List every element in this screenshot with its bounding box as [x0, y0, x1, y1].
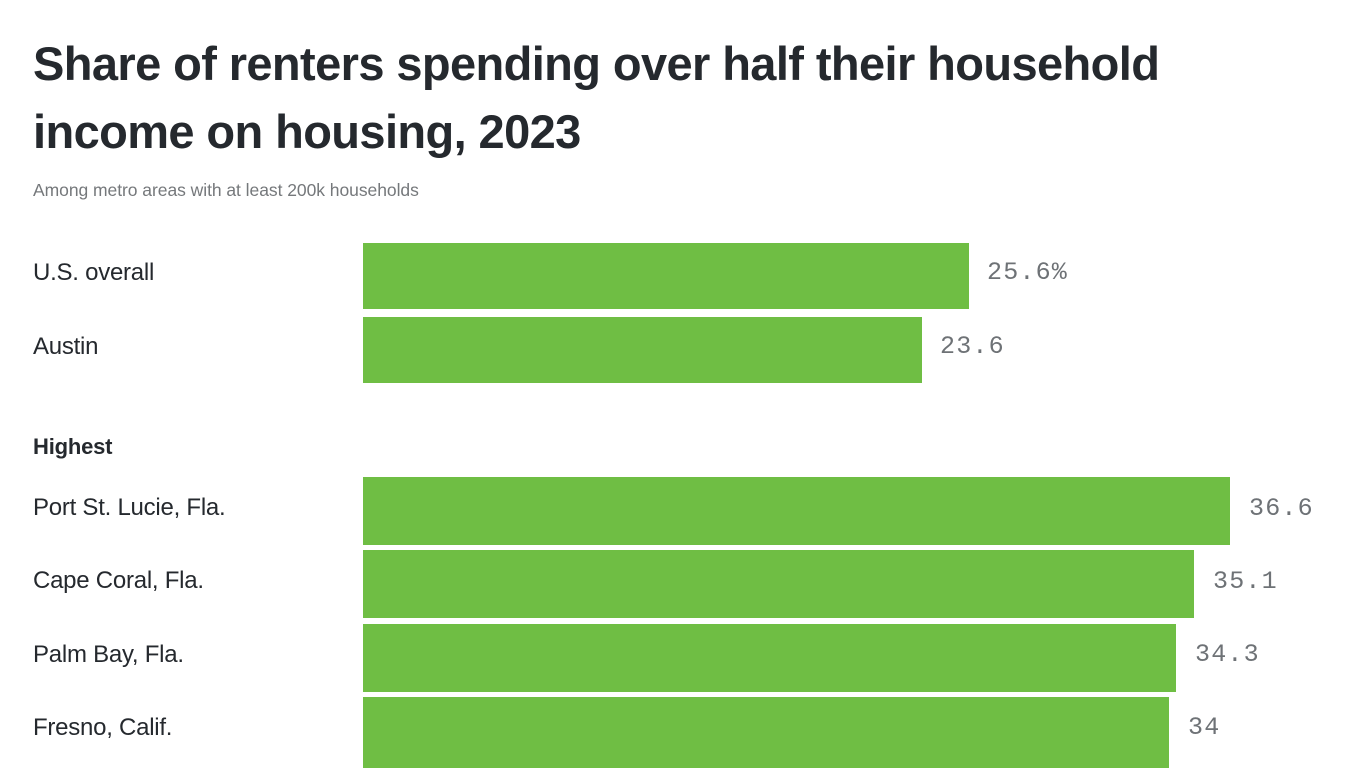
bar-label-fresno: Fresno, Calif. [33, 714, 173, 741]
bar-track [363, 697, 1366, 768]
chart-subtitle: Among metro areas with at least 200k hou… [33, 180, 419, 200]
page-title: Share of renters spending over half thei… [33, 37, 1160, 158]
bar-label-austin: Austin [33, 333, 99, 360]
table-row: Cape Coral, Fla. 35.1 [0, 550, 1366, 618]
bar-track [363, 317, 1366, 383]
table-row: Palm Bay, Fla. 34.3 [0, 624, 1366, 692]
bar-cape-coral[interactable] [363, 550, 1194, 618]
bar-label-palm-bay: Palm Bay, Fla. [33, 641, 184, 668]
bar-label-cape-coral: Cape Coral, Fla. [33, 567, 204, 594]
group-header-highest: Highest [33, 434, 113, 459]
bar-track [363, 550, 1366, 618]
bar-track [363, 477, 1366, 545]
bar-value-port-st-lucie: 36.6 [1249, 494, 1314, 523]
bar-value-us-overall: 25.6% [987, 258, 1069, 287]
chart-header: Share of renters spending over half thei… [33, 30, 1313, 201]
table-row: U.S. overall 25.6% [0, 243, 1366, 309]
bar-label-us-overall: U.S. overall [33, 259, 155, 286]
bar-port-st-lucie[interactable] [363, 477, 1230, 545]
bar-label-port-st-lucie: Port St. Lucie, Fla. [33, 494, 226, 521]
bar-value-fresno: 34 [1188, 713, 1221, 742]
bar-track [363, 243, 1366, 309]
bar-austin[interactable] [363, 317, 922, 383]
bar-value-austin: 23.6 [940, 332, 1005, 361]
bar-palm-bay[interactable] [363, 624, 1176, 692]
bar-fresno[interactable] [363, 697, 1169, 768]
bar-value-palm-bay: 34.3 [1195, 640, 1260, 669]
table-row: Fresno, Calif. 34 [0, 697, 1366, 768]
table-row: Austin 23.6 [0, 317, 1366, 383]
bar-value-cape-coral: 35.1 [1213, 567, 1278, 596]
bar-us-overall[interactable] [363, 243, 969, 309]
table-row: Port St. Lucie, Fla. 36.6 [0, 477, 1366, 545]
bar-track [363, 624, 1366, 692]
